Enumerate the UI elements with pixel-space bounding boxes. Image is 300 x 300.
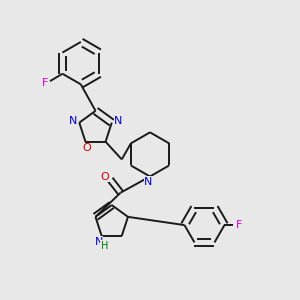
Text: F: F	[42, 78, 48, 88]
Text: N: N	[144, 177, 153, 187]
Text: N: N	[69, 116, 77, 126]
Text: O: O	[82, 143, 91, 153]
Text: F: F	[236, 220, 242, 230]
Text: H: H	[101, 241, 108, 251]
Text: O: O	[100, 172, 109, 182]
Text: N: N	[94, 237, 103, 247]
Text: N: N	[114, 116, 122, 126]
